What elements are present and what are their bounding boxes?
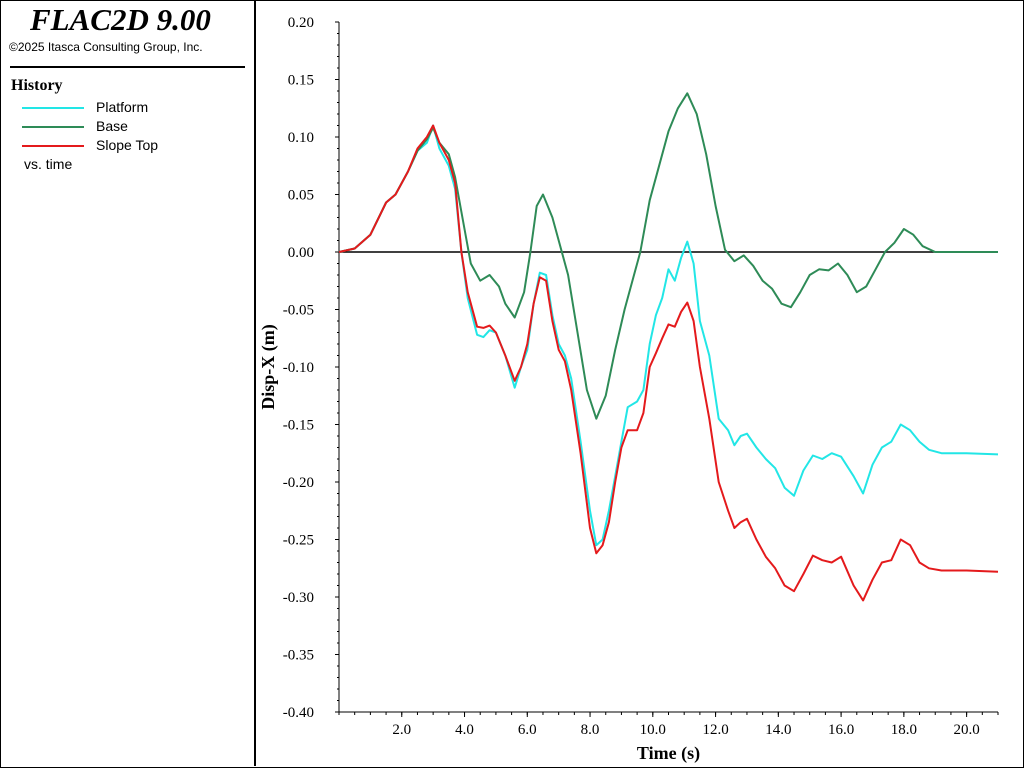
legend-swatch-platform	[22, 107, 84, 109]
legend-item-slope-top: Slope Top	[22, 137, 242, 153]
x-tick-label: 2.0	[392, 722, 411, 738]
legend-item-platform: Platform	[22, 99, 242, 115]
app-title: FLAC2D 9.00	[30, 2, 211, 37]
legend-swatch-slope-top	[22, 145, 84, 147]
series-line-base	[338, 92, 998, 420]
y-tick-label: 0.15	[288, 73, 314, 89]
legend-label-slope-top: Slope Top	[96, 137, 159, 153]
legend-panel: FLAC2D 9.00 ©2025 Itasca Consulting Grou…	[0, 0, 256, 766]
y-tick-label: -0.15	[283, 418, 314, 434]
history-heading: History	[11, 77, 63, 94]
y-tick-label: -0.25	[283, 533, 314, 549]
y-tick-label: 0.05	[288, 188, 314, 204]
x-tick-label: 16.0	[828, 722, 854, 738]
x-tick-label: 20.0	[953, 722, 979, 738]
y-tick-label: 0.20	[288, 15, 314, 31]
x-tick-label: 10.0	[640, 722, 666, 738]
x-axis-title: Time (s)	[637, 743, 700, 764]
legend-divider	[10, 66, 245, 68]
series-line-slope-top	[338, 124, 999, 602]
x-tick-label: 12.0	[702, 722, 728, 738]
legend-label-platform: Platform	[96, 99, 149, 115]
x-tick-label: 8.0	[581, 722, 600, 738]
legend-item-base: Base	[22, 118, 242, 134]
x-tick-label: 4.0	[455, 722, 474, 738]
y-tick-label: -0.05	[283, 303, 314, 319]
y-tick-label: -0.20	[283, 475, 314, 491]
y-tick-label: -0.30	[283, 590, 314, 606]
y-tick-label: -0.35	[283, 648, 314, 664]
y-axis-title: Disp-X (m)	[258, 324, 279, 410]
copyright-text: ©2025 Itasca Consulting Group, Inc.	[9, 40, 203, 54]
y-tick-label: 0.10	[288, 130, 314, 146]
legend-label-base: Base	[96, 118, 128, 134]
x-tick-label: 18.0	[891, 722, 917, 738]
legend-swatch-base	[22, 126, 84, 128]
x-tick-label: 14.0	[765, 722, 791, 738]
y-tick-label: -0.10	[283, 360, 314, 376]
y-tick-label: -0.40	[283, 705, 314, 721]
x-tick-label: 6.0	[518, 722, 537, 738]
legend-vs-time: vs. time	[24, 156, 73, 172]
y-tick-label: 0.00	[288, 245, 314, 261]
series-line-platform	[338, 124, 999, 547]
